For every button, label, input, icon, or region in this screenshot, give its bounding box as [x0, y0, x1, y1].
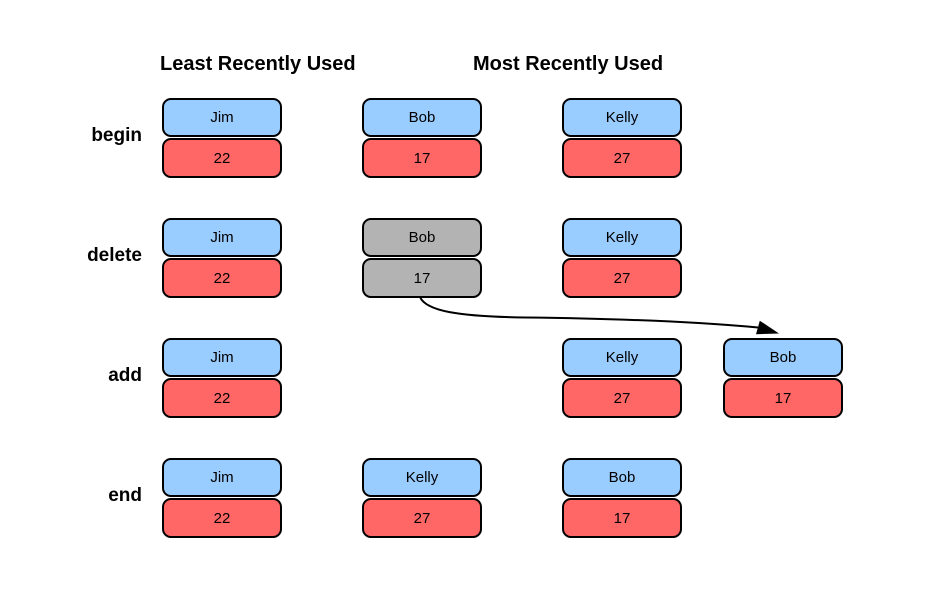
record-add-kelly: Kelly 27: [562, 338, 682, 418]
value-box: 27: [362, 498, 482, 538]
record-add-jim: Jim 22: [162, 338, 282, 418]
record-begin-kelly: Kelly 27: [562, 98, 682, 178]
row-label-end: end: [108, 485, 142, 506]
value-box: 27: [562, 378, 682, 418]
record-end-jim: Jim 22: [162, 458, 282, 538]
header-least-recently-used: Least Recently Used: [160, 53, 356, 75]
header-most-recently-used: Most Recently Used: [473, 53, 664, 75]
value-box: 27: [562, 258, 682, 298]
key-box: Bob: [723, 338, 843, 377]
move-arrow-head: [756, 320, 779, 335]
value-box: 17: [362, 138, 482, 178]
value-box: 17: [562, 498, 682, 538]
record-delete-jim: Jim 22: [162, 218, 282, 298]
key-box: Kelly: [562, 338, 682, 377]
value-box: 22: [162, 378, 282, 418]
key-box: Kelly: [562, 98, 682, 137]
value-box: 22: [162, 498, 282, 538]
value-box: 17: [723, 378, 843, 418]
value-box: 17: [362, 258, 482, 298]
key-box: Kelly: [562, 218, 682, 257]
row-label-begin: begin: [91, 125, 142, 146]
record-end-bob: Bob 17: [562, 458, 682, 538]
row-label-delete: delete: [87, 245, 142, 266]
key-box: Kelly: [362, 458, 482, 497]
key-box: Jim: [162, 338, 282, 377]
record-begin-bob: Bob 17: [362, 98, 482, 178]
row-label-add: add: [108, 365, 142, 386]
key-box: Bob: [562, 458, 682, 497]
record-delete-bob: Bob 17: [362, 218, 482, 298]
key-box: Bob: [362, 98, 482, 137]
record-delete-kelly: Kelly 27: [562, 218, 682, 298]
record-end-kelly: Kelly 27: [362, 458, 482, 538]
key-box: Jim: [162, 218, 282, 257]
key-box: Bob: [362, 218, 482, 257]
value-box: 27: [562, 138, 682, 178]
key-box: Jim: [162, 98, 282, 137]
move-arrow-line: [419, 296, 759, 329]
value-box: 22: [162, 258, 282, 298]
value-box: 22: [162, 138, 282, 178]
key-box: Jim: [162, 458, 282, 497]
record-add-bob: Bob 17: [723, 338, 843, 418]
record-begin-jim: Jim 22: [162, 98, 282, 178]
